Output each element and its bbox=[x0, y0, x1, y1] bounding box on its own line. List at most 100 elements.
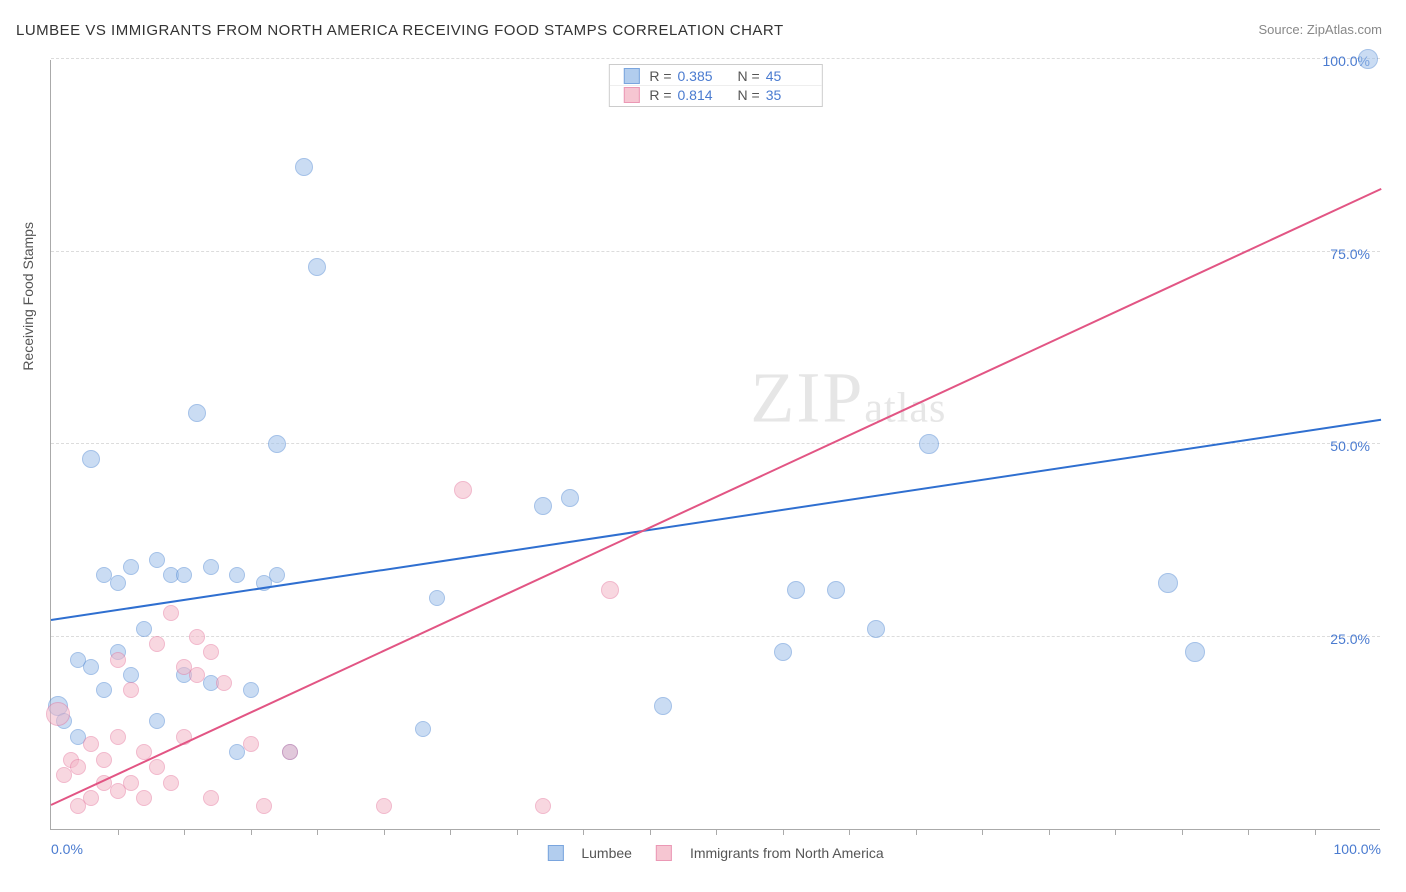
data-point-immigrants bbox=[203, 644, 219, 660]
y-tick-label: 75.0% bbox=[1330, 246, 1370, 262]
data-point-lumbee bbox=[110, 575, 126, 591]
data-point-immigrants bbox=[535, 798, 551, 814]
data-point-lumbee bbox=[827, 581, 845, 599]
stat-value-r: 0.814 bbox=[678, 87, 720, 103]
y-tick-label: 50.0% bbox=[1330, 438, 1370, 454]
data-point-lumbee bbox=[268, 435, 286, 453]
data-point-immigrants bbox=[96, 752, 112, 768]
data-point-immigrants bbox=[70, 759, 86, 775]
legend-label: Lumbee bbox=[581, 845, 632, 861]
x-tick-mark bbox=[1115, 829, 1116, 835]
y-axis-label: Receiving Food Stamps bbox=[20, 222, 36, 371]
x-tick-mark bbox=[583, 829, 584, 835]
data-point-lumbee bbox=[203, 559, 219, 575]
stats-legend: R =0.385N =45R =0.814N =35 bbox=[608, 64, 822, 107]
data-point-lumbee bbox=[123, 559, 139, 575]
x-tick-mark bbox=[982, 829, 983, 835]
x-tick-mark bbox=[783, 829, 784, 835]
data-point-lumbee bbox=[787, 581, 805, 599]
data-point-lumbee bbox=[82, 450, 100, 468]
data-point-lumbee bbox=[269, 567, 285, 583]
data-point-lumbee bbox=[919, 434, 939, 454]
y-tick-label: 25.0% bbox=[1330, 631, 1370, 647]
data-point-lumbee bbox=[243, 682, 259, 698]
stat-label-r: R = bbox=[649, 68, 671, 84]
x-tick-mark bbox=[1315, 829, 1316, 835]
x-tick-mark bbox=[1182, 829, 1183, 835]
data-point-immigrants bbox=[243, 736, 259, 752]
stats-row-immigrants: R =0.814N =35 bbox=[609, 85, 821, 104]
x-tick-mark bbox=[1248, 829, 1249, 835]
data-point-lumbee bbox=[83, 659, 99, 675]
gridline bbox=[51, 636, 1380, 637]
plot-area: ZIPatlas R =0.385N =45R =0.814N =35 Lumb… bbox=[50, 60, 1380, 830]
source-attribution: Source: ZipAtlas.com bbox=[1258, 22, 1382, 37]
data-point-immigrants bbox=[149, 636, 165, 652]
x-tick-label: 100.0% bbox=[1334, 841, 1381, 857]
data-point-lumbee bbox=[308, 258, 326, 276]
data-point-lumbee bbox=[229, 567, 245, 583]
chart-title: LUMBEE VS IMMIGRANTS FROM NORTH AMERICA … bbox=[16, 22, 784, 39]
x-tick-mark bbox=[1049, 829, 1050, 835]
data-point-lumbee bbox=[1185, 642, 1205, 662]
stat-value-n: 45 bbox=[766, 68, 808, 84]
regression-line-immigrants bbox=[51, 188, 1382, 806]
legend-item-immigrants: Immigrants from North America bbox=[656, 845, 884, 861]
gridline bbox=[51, 58, 1380, 59]
data-point-immigrants bbox=[189, 667, 205, 683]
data-point-lumbee bbox=[149, 552, 165, 568]
data-point-lumbee bbox=[188, 404, 206, 422]
stat-label-r: R = bbox=[649, 87, 671, 103]
data-point-lumbee bbox=[149, 713, 165, 729]
data-point-lumbee bbox=[136, 621, 152, 637]
x-tick-mark bbox=[317, 829, 318, 835]
x-tick-mark bbox=[450, 829, 451, 835]
data-point-lumbee bbox=[1158, 573, 1178, 593]
data-point-lumbee bbox=[867, 620, 885, 638]
legend-label: Immigrants from North America bbox=[690, 845, 884, 861]
data-point-immigrants bbox=[282, 744, 298, 760]
data-point-immigrants bbox=[163, 775, 179, 791]
gridline bbox=[51, 443, 1380, 444]
data-point-lumbee bbox=[176, 567, 192, 583]
stat-value-r: 0.385 bbox=[678, 68, 720, 84]
swatch-lumbee bbox=[623, 68, 639, 84]
regression-line-lumbee bbox=[51, 419, 1381, 621]
stat-label-n: N = bbox=[738, 87, 760, 103]
data-point-immigrants bbox=[601, 581, 619, 599]
data-point-lumbee bbox=[1358, 49, 1378, 69]
watermark-main: ZIP bbox=[750, 358, 864, 438]
data-point-lumbee bbox=[123, 667, 139, 683]
data-point-lumbee bbox=[654, 697, 672, 715]
x-tick-mark bbox=[118, 829, 119, 835]
x-tick-mark bbox=[384, 829, 385, 835]
data-point-lumbee bbox=[774, 643, 792, 661]
data-point-immigrants bbox=[83, 736, 99, 752]
x-tick-mark bbox=[251, 829, 252, 835]
data-point-lumbee bbox=[429, 590, 445, 606]
data-point-immigrants bbox=[189, 629, 205, 645]
data-point-immigrants bbox=[163, 605, 179, 621]
chart-container: LUMBEE VS IMMIGRANTS FROM NORTH AMERICA … bbox=[0, 0, 1406, 892]
stats-row-lumbee: R = 0.385 N = 45 bbox=[609, 67, 821, 85]
data-point-immigrants bbox=[123, 682, 139, 698]
x-tick-mark bbox=[716, 829, 717, 835]
stat-label-n: N = bbox=[738, 68, 760, 84]
data-point-immigrants bbox=[123, 775, 139, 791]
legend-item-lumbee: Lumbee bbox=[547, 845, 632, 861]
swatch-lumbee bbox=[547, 845, 563, 861]
x-tick-mark bbox=[916, 829, 917, 835]
x-tick-mark bbox=[849, 829, 850, 835]
watermark: ZIPatlas bbox=[750, 357, 946, 440]
data-point-immigrants bbox=[203, 790, 219, 806]
data-point-immigrants bbox=[110, 652, 126, 668]
x-tick-label: 0.0% bbox=[51, 841, 83, 857]
swatch-immigrants bbox=[623, 87, 639, 103]
data-point-lumbee bbox=[415, 721, 431, 737]
data-point-immigrants bbox=[216, 675, 232, 691]
series-legend: Lumbee Immigrants from North America bbox=[547, 845, 883, 861]
x-tick-mark bbox=[184, 829, 185, 835]
x-tick-mark bbox=[650, 829, 651, 835]
data-point-immigrants bbox=[149, 759, 165, 775]
data-point-immigrants bbox=[83, 790, 99, 806]
